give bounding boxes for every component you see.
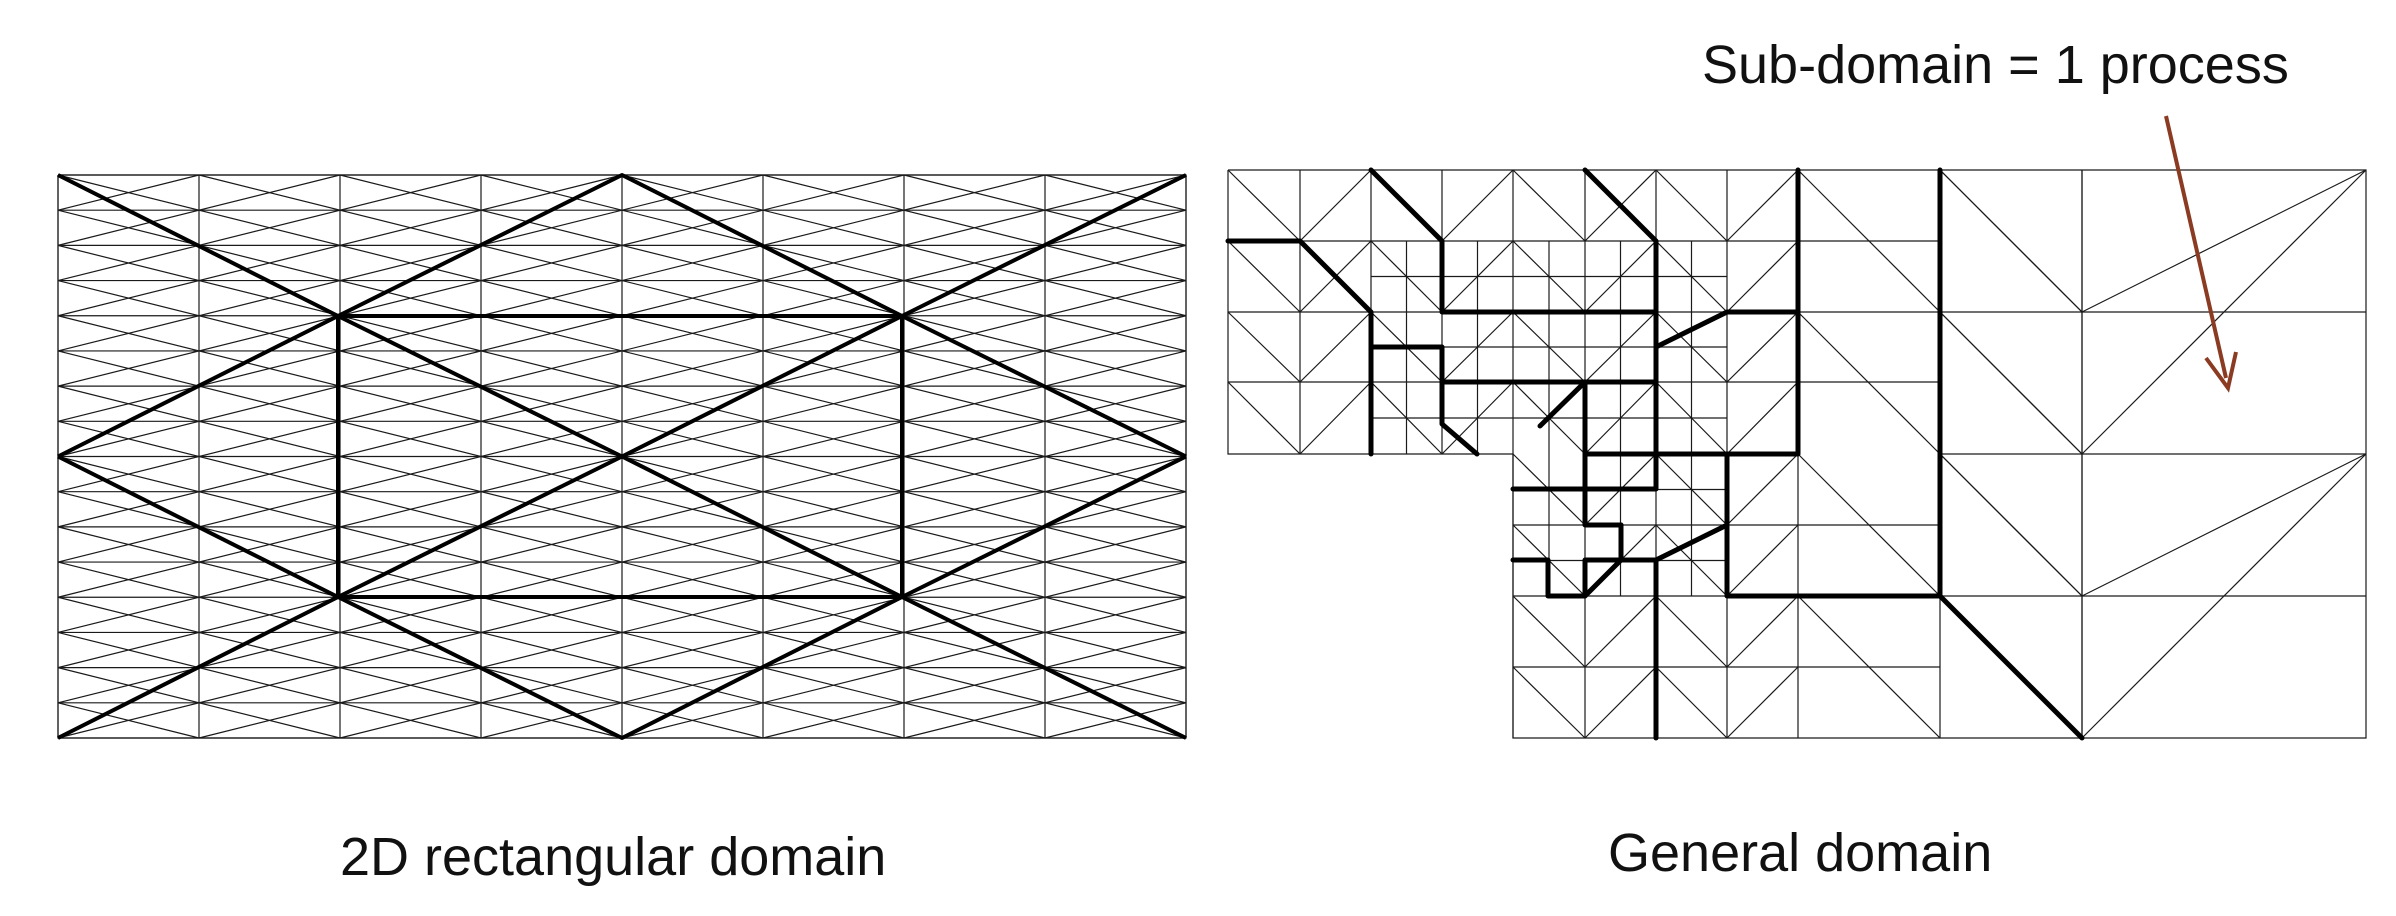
- grid-diagonal: [57, 420, 1187, 704]
- grid-diagonal: [1044, 702, 1187, 739]
- general-domain-caption: General domain: [1608, 823, 1993, 883]
- subdomain-boundary: [1582, 309, 1659, 457]
- grid-diagonal: [57, 350, 1187, 634]
- subdomain-boundary: [901, 314, 1187, 459]
- subdomain-boundary: [1937, 593, 2085, 741]
- cell-diagonal: [1726, 666, 1799, 739]
- cell-diagonal: [1299, 381, 1372, 455]
- subdomain-boundary: [1582, 167, 1659, 315]
- cell-diagonal: [1227, 381, 1301, 455]
- cell-diagonal: [1584, 666, 1657, 739]
- cell-diagonal: [1299, 311, 1372, 383]
- grid-diagonal: [57, 174, 1046, 422]
- cell-diagonal: [1726, 381, 1799, 455]
- coarse-diagonal: [1797, 595, 1941, 739]
- coarse-diagonal: [1797, 169, 1941, 313]
- grid-diagonal: [57, 385, 1187, 669]
- cell-diagonal: [1584, 595, 1657, 668]
- cell-diagonal: [1726, 453, 1799, 526]
- cell-diagonal: [1655, 169, 1728, 242]
- grid-diagonal: [903, 667, 1187, 739]
- grid-diagonal: [480, 561, 1187, 739]
- cell-diagonal: [1655, 595, 1728, 668]
- subdomain-boundary: [1537, 379, 1588, 429]
- cell-diagonal: [1726, 169, 1799, 242]
- cell-diagonal: [1227, 169, 1301, 242]
- coarse-diagonal: [1939, 453, 2083, 597]
- grid-diagonal: [57, 174, 482, 282]
- subdomain-boundary: [1724, 167, 1943, 599]
- coarse-diagonal: [2081, 169, 2367, 313]
- subdomain-boundary: [1510, 486, 1624, 528]
- grid-diagonal: [621, 596, 1187, 739]
- cell-diagonal: [1655, 666, 1728, 739]
- coarse-diagonal: [1939, 169, 2083, 313]
- rectangular-subdomain-boundaries: [57, 173, 1187, 740]
- coarse-diagonal: [2081, 453, 2367, 739]
- subdomain-boundary: [57, 314, 339, 459]
- cell-diagonal: [1441, 169, 1514, 242]
- grid-diagonal: [339, 526, 1187, 739]
- coarse-diagonal: [1797, 311, 1941, 455]
- arrow-shaft: [2164, 115, 2228, 379]
- cell-diagonal: [1726, 240, 1799, 313]
- coarse-diagonal: [1939, 311, 2083, 455]
- subdomain-boundary: [1653, 309, 1801, 350]
- cell-diagonal: [1227, 240, 1301, 313]
- arrow-head: [2204, 351, 2238, 393]
- cell-diagonal: [1512, 169, 1586, 242]
- general-domain-mesh: [1225, 167, 2367, 741]
- subdomain-boundary: [1225, 238, 1374, 457]
- subdomain-boundary: [337, 595, 903, 740]
- subdomain-boundary: [901, 454, 1187, 599]
- cell-diagonal: [1299, 169, 1372, 242]
- grid-diagonal: [57, 174, 764, 352]
- cell-diagonal: [1512, 666, 1586, 739]
- grid-diagonal: [198, 491, 1187, 739]
- coarse-diagonal: [2081, 453, 2367, 597]
- grid-diagonal: [57, 174, 341, 246]
- rectangular-domain-mesh: [57, 173, 1187, 740]
- grid-diagonal: [762, 631, 1187, 739]
- cell-diagonal: [1512, 595, 1586, 668]
- grid-diagonal: [57, 244, 1187, 528]
- cell-diagonal: [1726, 524, 1799, 597]
- subdomain-boundary: [337, 173, 903, 318]
- annotation-arrow: [2164, 115, 2238, 393]
- cell-diagonal: [1726, 595, 1799, 668]
- grid-diagonal: [57, 209, 1187, 493]
- grid-diagonal: [57, 174, 905, 387]
- coarse-diagonal: [2081, 169, 2367, 455]
- subdomain-boundary: [1368, 167, 1659, 315]
- rectangular-domain-caption: 2D rectangular domain: [340, 827, 887, 887]
- subdomain-boundary: [57, 173, 1187, 740]
- rectangular-fine-grid: [57, 174, 1187, 739]
- subdomain-boundary: [1439, 379, 1480, 457]
- subdomain-boundary: [57, 454, 339, 599]
- general-subdomain-boundaries: [1225, 167, 2085, 741]
- annotation-label: Sub-domain = 1 process: [1702, 35, 2289, 95]
- cell-diagonal: [1726, 311, 1799, 383]
- grid-diagonal: [57, 174, 200, 211]
- subdomain-boundary: [1582, 522, 1730, 599]
- grid-diagonal: [57, 174, 623, 317]
- grid-diagonal: [57, 279, 1187, 563]
- cell-diagonal: [1227, 311, 1301, 383]
- coarse-diagonal: [1797, 453, 1941, 597]
